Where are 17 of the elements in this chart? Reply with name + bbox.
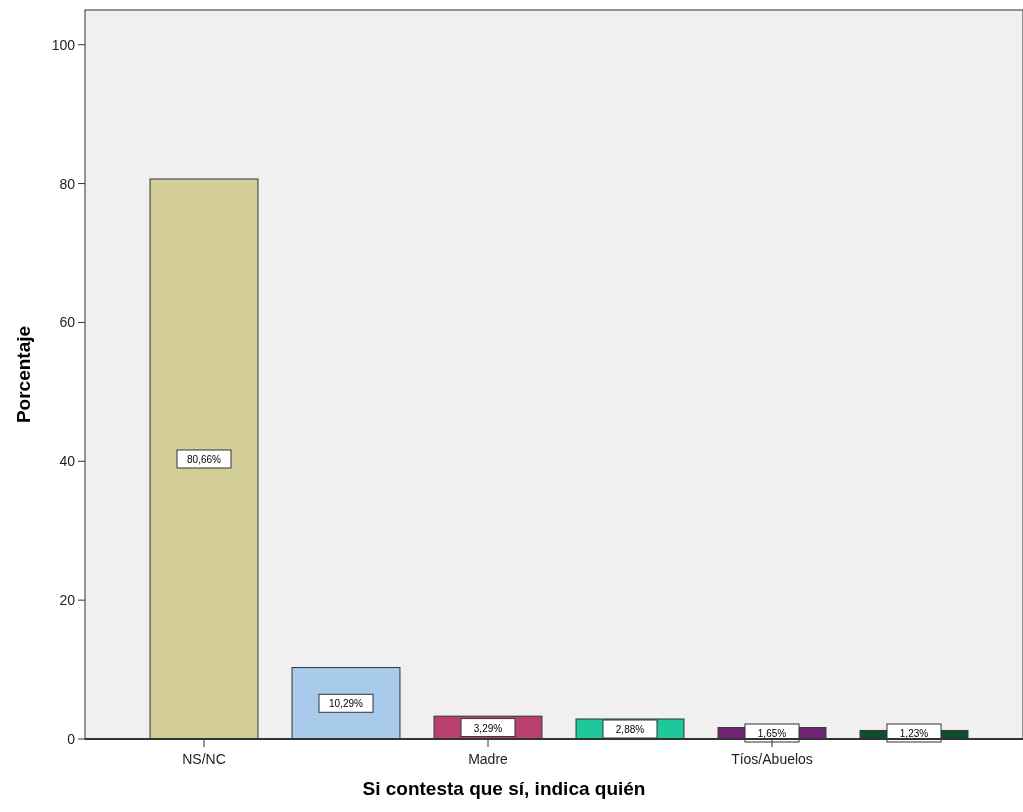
data-label: 80,66%	[187, 453, 222, 465]
y-tick-label: 100	[51, 36, 76, 53]
x-tick-label: Madre	[468, 751, 509, 767]
data-label: 3,29%	[473, 722, 503, 734]
x-axis-title: Si contesta que sí, indica quién	[362, 778, 646, 799]
x-tick-label: Tíos/Abuelos	[731, 751, 813, 767]
data-label: 1,65%	[757, 728, 787, 739]
data-label: 10,29%	[329, 698, 364, 710]
y-axis-title: Porcentaje	[13, 325, 34, 424]
y-tick-label: 80	[59, 175, 76, 192]
data-label: 1,23%	[899, 728, 929, 739]
x-tick-label: NS/NC	[182, 751, 226, 767]
y-tick-label: 60	[59, 314, 76, 331]
y-tick-label: 20	[59, 592, 76, 609]
y-tick-label: 0	[67, 731, 76, 747]
y-tick-label: 40	[59, 453, 76, 470]
data-label: 2,88%	[615, 724, 645, 735]
